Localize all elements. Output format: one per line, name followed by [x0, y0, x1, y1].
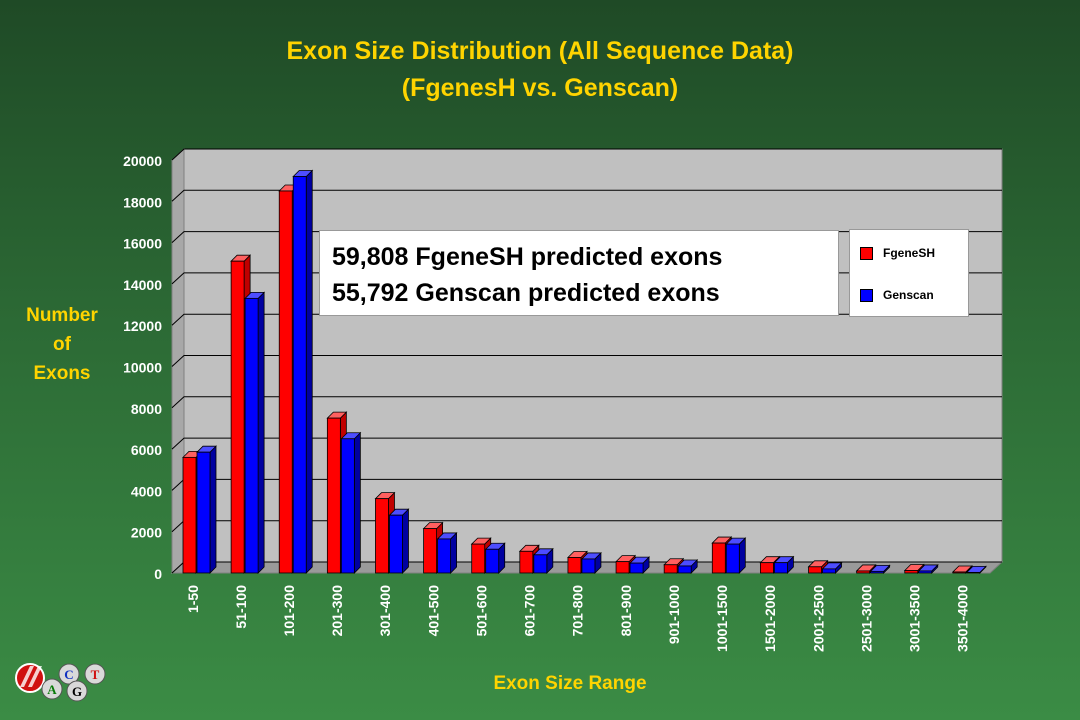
x-tick-label: 901-1000 — [666, 585, 682, 644]
bar-genscan — [869, 564, 891, 574]
bar-genscan — [773, 555, 795, 574]
logo-letter-c: C — [58, 663, 80, 685]
chart-title-line1: Exon Size Distribution (All Sequence Dat… — [286, 37, 794, 65]
y-tick-label: 4000 — [131, 483, 162, 499]
y-tick-label: 12000 — [123, 318, 162, 334]
x-tick-label: 401-500 — [425, 585, 441, 637]
bar-genscan — [388, 508, 410, 574]
y-axis-label-line: Exons — [33, 363, 91, 384]
x-tick-label: 701-800 — [570, 585, 586, 637]
gridline — [171, 189, 1002, 202]
y-tick-label: 10000 — [123, 360, 162, 376]
bar-genscan — [580, 551, 602, 574]
acgt-logo: A C G T — [15, 663, 106, 702]
legend-swatch-fgenesh — [860, 246, 873, 260]
y-tick-label: 18000 — [123, 194, 162, 210]
x-tick-label: 301-400 — [377, 585, 393, 637]
bar-genscan — [484, 542, 506, 574]
bar-genscan — [965, 565, 987, 574]
x-tick-label: 601-700 — [522, 585, 538, 637]
logo-emblem — [15, 663, 45, 693]
bar-fgenesh — [951, 565, 973, 574]
logo-letter-a: A — [41, 678, 63, 700]
legend-item-fgenesh: FgeneSH — [860, 245, 935, 261]
x-axis-label: Exon Size Range — [493, 673, 647, 694]
y-axis-label-line: of — [53, 334, 71, 355]
x-tick-label: 1-50 — [185, 585, 201, 613]
x-tick-label: 501-600 — [473, 585, 489, 637]
bar-genscan — [244, 291, 266, 574]
x-tick-label: 3501-4000 — [955, 585, 971, 652]
bar-genscan — [629, 556, 651, 574]
bar-genscan — [821, 561, 843, 574]
bar-genscan — [340, 431, 362, 574]
annotation-line: 55,792 Genscan predicted exons — [332, 279, 720, 307]
y-tick-label: 6000 — [131, 442, 162, 458]
y-tick-label: 8000 — [131, 401, 162, 417]
svg-text:C: C — [64, 667, 73, 682]
legend-swatch-genscan — [860, 288, 873, 302]
x-tick-label: 51-100 — [233, 585, 249, 629]
x-tick-label: 801-900 — [618, 585, 634, 637]
x-tick-label: 201-300 — [329, 585, 345, 637]
bar-genscan — [917, 563, 939, 574]
annotation-line: 59,808 FgeneSH predicted exons — [332, 243, 723, 271]
y-tick-label: 16000 — [123, 236, 162, 252]
annotation-box: 59,808 FgeneSH predicted exons 55,792 Ge… — [319, 230, 839, 316]
bar-genscan — [532, 547, 554, 574]
gridline — [171, 148, 1002, 161]
y-tick-label: 14000 — [123, 277, 162, 293]
y-tick-label: 2000 — [131, 525, 162, 541]
logo-letter-t: T — [84, 663, 106, 685]
y-axis-label-line: Number — [26, 305, 98, 326]
x-tick-label: 2001-2500 — [810, 585, 826, 652]
gridline — [171, 437, 1002, 450]
gridline — [171, 355, 1002, 367]
logo-letter-g: G — [66, 680, 88, 702]
legend-label: FgeneSH — [883, 246, 936, 260]
y-tick-label: 20000 — [123, 153, 162, 169]
svg-text:A: A — [47, 682, 57, 697]
x-tick-label: 101-200 — [281, 585, 297, 637]
bar-genscan — [725, 537, 747, 574]
x-tick-label: 3001-3500 — [907, 585, 923, 652]
chart-title-line2: (FgenesH vs. Genscan) — [401, 74, 679, 102]
x-tick-label: 1501-2000 — [762, 585, 778, 652]
bar-genscan — [196, 445, 217, 574]
x-tick-label: 2501-3000 — [858, 585, 874, 652]
y-axis-label: Number of Exons — [14, 301, 110, 388]
svg-text:T: T — [91, 667, 100, 682]
x-tick-label: 1001-1500 — [714, 585, 730, 652]
y-tick-label: 0 — [154, 566, 162, 582]
svg-text:G: G — [72, 684, 82, 699]
bar-genscan — [292, 169, 314, 574]
bar-genscan — [677, 559, 699, 574]
chart-legend: FgeneSH Genscan — [849, 229, 969, 317]
legend-item-genscan: Genscan — [860, 287, 934, 303]
gridline — [171, 396, 1002, 409]
legend-label: Genscan — [883, 288, 934, 302]
bar-genscan — [436, 531, 458, 574]
